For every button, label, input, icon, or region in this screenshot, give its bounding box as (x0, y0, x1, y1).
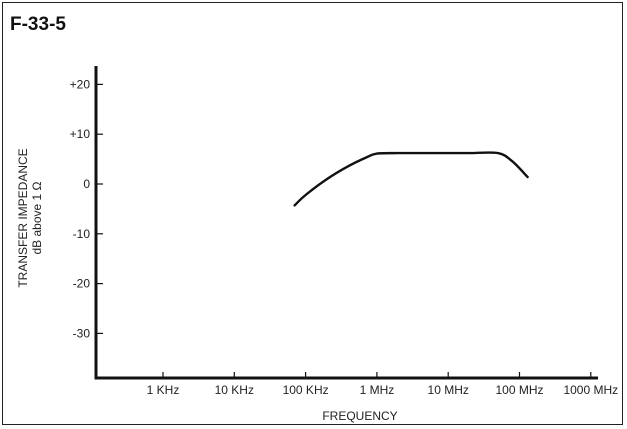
impedance-curve (293, 151, 529, 207)
x-axis-title: FREQUENCY (322, 409, 397, 423)
y-tick-label: +10 (70, 127, 91, 141)
series-layer (293, 151, 529, 207)
x-tick-label: 100 MHz (495, 383, 543, 397)
x-tick-label: 1000 MHz (563, 383, 618, 397)
x-tick-label: 1 MHz (360, 383, 395, 397)
y-tick-label: -10 (73, 227, 91, 241)
y-tick-label: +20 (70, 77, 91, 91)
y-axis-title: TRANSFER IMPEDANCE (16, 148, 30, 287)
x-tick-label: 10 MHz (428, 383, 469, 397)
figure-frame (2, 2, 623, 425)
x-tick-label: 10 KHz (215, 383, 254, 397)
x-axis-ticks: 1 KHz 10 KHz 100 KHz 1 MHz 10 MHz 100 MHz 1000… (147, 372, 618, 397)
y-tick-label: 0 (83, 177, 90, 191)
y-tick-label: -20 (73, 277, 91, 291)
y-axis-subtitle: dB above 1 Ω (30, 181, 44, 254)
y-axis-ticks: +20 +10 0 -10 -20 -30 (70, 77, 103, 340)
x-tick-label: 1 KHz (147, 383, 180, 397)
y-tick-label: -30 (73, 326, 91, 340)
x-tick-label: 100 KHz (283, 383, 329, 397)
figure-id: F-33-5 (10, 14, 66, 35)
